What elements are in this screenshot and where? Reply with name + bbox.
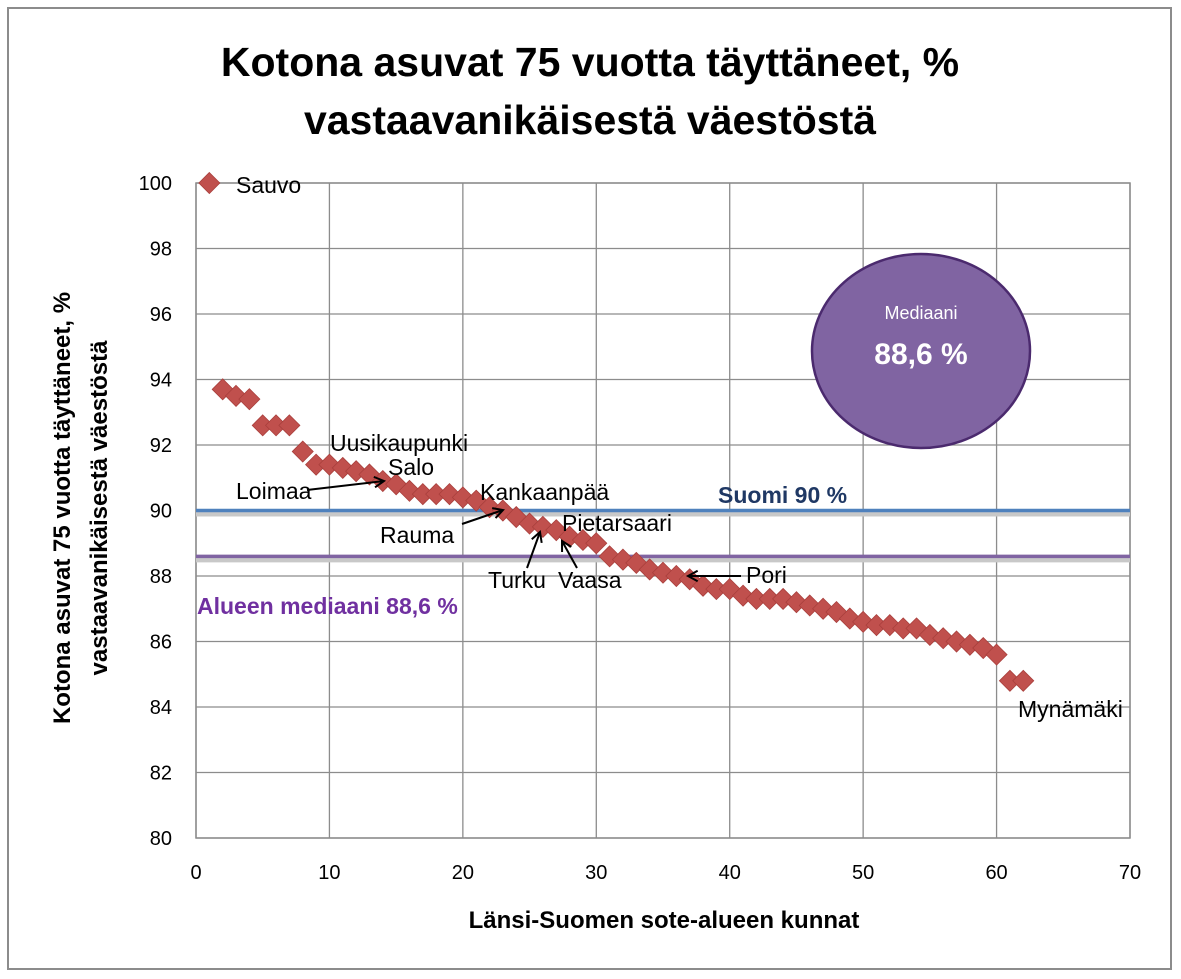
data-point-marker <box>385 473 408 496</box>
point-label: Uusikaupunki <box>330 430 468 456</box>
point-label: Turku <box>488 567 546 593</box>
y-tick-label: 86 <box>150 632 172 654</box>
data-point-marker <box>318 453 341 476</box>
y-tick-label: 96 <box>150 304 172 326</box>
y-tick-label: 92 <box>150 435 172 457</box>
y-tick-label: 94 <box>150 370 172 392</box>
annotation-arrow <box>461 509 504 525</box>
y-tick-label: 84 <box>150 697 172 719</box>
data-point-marker <box>785 591 808 614</box>
point-label: Pori <box>746 562 787 588</box>
y-axis-title-line-1: Kotona asuvat 75 vuotta täyttäneet, % <box>49 292 76 724</box>
point-label: Vaasa <box>558 567 622 593</box>
annotation-arrow <box>526 531 541 569</box>
data-point-marker <box>878 614 901 637</box>
x-tick-label: 10 <box>318 862 340 884</box>
annotation-arrowhead <box>685 569 699 583</box>
data-point-marker <box>972 636 995 660</box>
x-axis-title: Länsi-Suomen sote-alueen kunnat <box>469 907 860 934</box>
annotation-arrows <box>306 475 741 583</box>
data-point-marker <box>238 388 261 411</box>
data-point-marker <box>278 414 301 437</box>
data-point-marker <box>398 479 421 502</box>
data-point-marker <box>211 378 234 401</box>
data-point-marker <box>598 545 621 568</box>
annotation-arrowhead <box>491 507 505 519</box>
data-point-marker <box>945 630 968 653</box>
data-point-marker <box>585 532 608 555</box>
text-labels: 0 10 20 30 40 50 60 70 80 82 84 86 88 90 92 94 96 98 100 Su… <box>139 172 1142 884</box>
chart-title-line-2: vastaavanikäisestä väestöstä <box>304 97 876 143</box>
x-tick-label: 40 <box>719 862 741 884</box>
point-label: Salo <box>388 454 434 480</box>
data-point-marker <box>665 564 688 588</box>
data-point-marker <box>1012 669 1035 692</box>
y-tick-label: 98 <box>150 239 172 261</box>
median-bubble <box>810 252 1032 450</box>
reference-line-label: Alueen mediaani 88,6 % <box>197 593 458 619</box>
point-label: Pietarsaari <box>562 510 672 536</box>
x-tick-label: 0 <box>190 862 201 884</box>
annotation-arrow <box>561 540 578 569</box>
data-point-marker <box>224 384 248 407</box>
data-point-marker <box>505 505 528 529</box>
x-tick-label: 70 <box>1119 862 1141 884</box>
median-bubble-value: 88,6 % <box>874 338 967 371</box>
data-point-marker <box>571 528 595 552</box>
annotation-arrowhead <box>373 475 387 489</box>
point-label: Rauma <box>380 522 454 548</box>
data-points <box>198 171 1035 692</box>
annotation-arrowhead <box>531 530 543 544</box>
annotation-arrowhead <box>560 539 572 553</box>
y-tick-label: 80 <box>150 828 172 850</box>
y-tick-label: 100 <box>139 173 172 195</box>
point-label: Sauvo <box>236 172 301 198</box>
y-tick-label: 88 <box>150 566 172 588</box>
x-tick-label: 20 <box>452 862 474 884</box>
y-axis-title-line-2: vastaavanikäisestä väestöstä <box>86 340 113 676</box>
median-callout: Mediaani 88,6 % <box>810 252 1032 450</box>
data-point-marker <box>291 440 314 463</box>
data-point-marker <box>198 171 221 195</box>
y-tick-label: 90 <box>150 501 172 523</box>
data-point-marker <box>478 496 501 519</box>
reference-lines <box>196 508 1130 563</box>
point-label: Loimaa <box>236 478 312 504</box>
x-tick-label: 60 <box>985 862 1007 884</box>
chart-frame <box>7 7 1172 970</box>
y-tick-label: 82 <box>150 763 172 785</box>
point-label: Mynämäki <box>1018 696 1123 722</box>
data-point-marker <box>958 633 981 656</box>
x-tick-label: 30 <box>585 862 607 884</box>
reference-line-label: Suomi 90 % <box>718 482 847 508</box>
x-tick-label: 50 <box>852 862 874 884</box>
data-point-marker <box>985 643 1008 666</box>
data-point-marker <box>852 610 875 633</box>
annotation-arrow <box>306 480 385 491</box>
median-bubble-caption: Mediaani <box>884 303 957 323</box>
point-label: Kankaanpää <box>480 479 609 505</box>
data-point-marker <box>772 587 795 610</box>
chart-title-line-1: Kotona asuvat 75 vuotta täyttäneet, % <box>221 39 959 85</box>
